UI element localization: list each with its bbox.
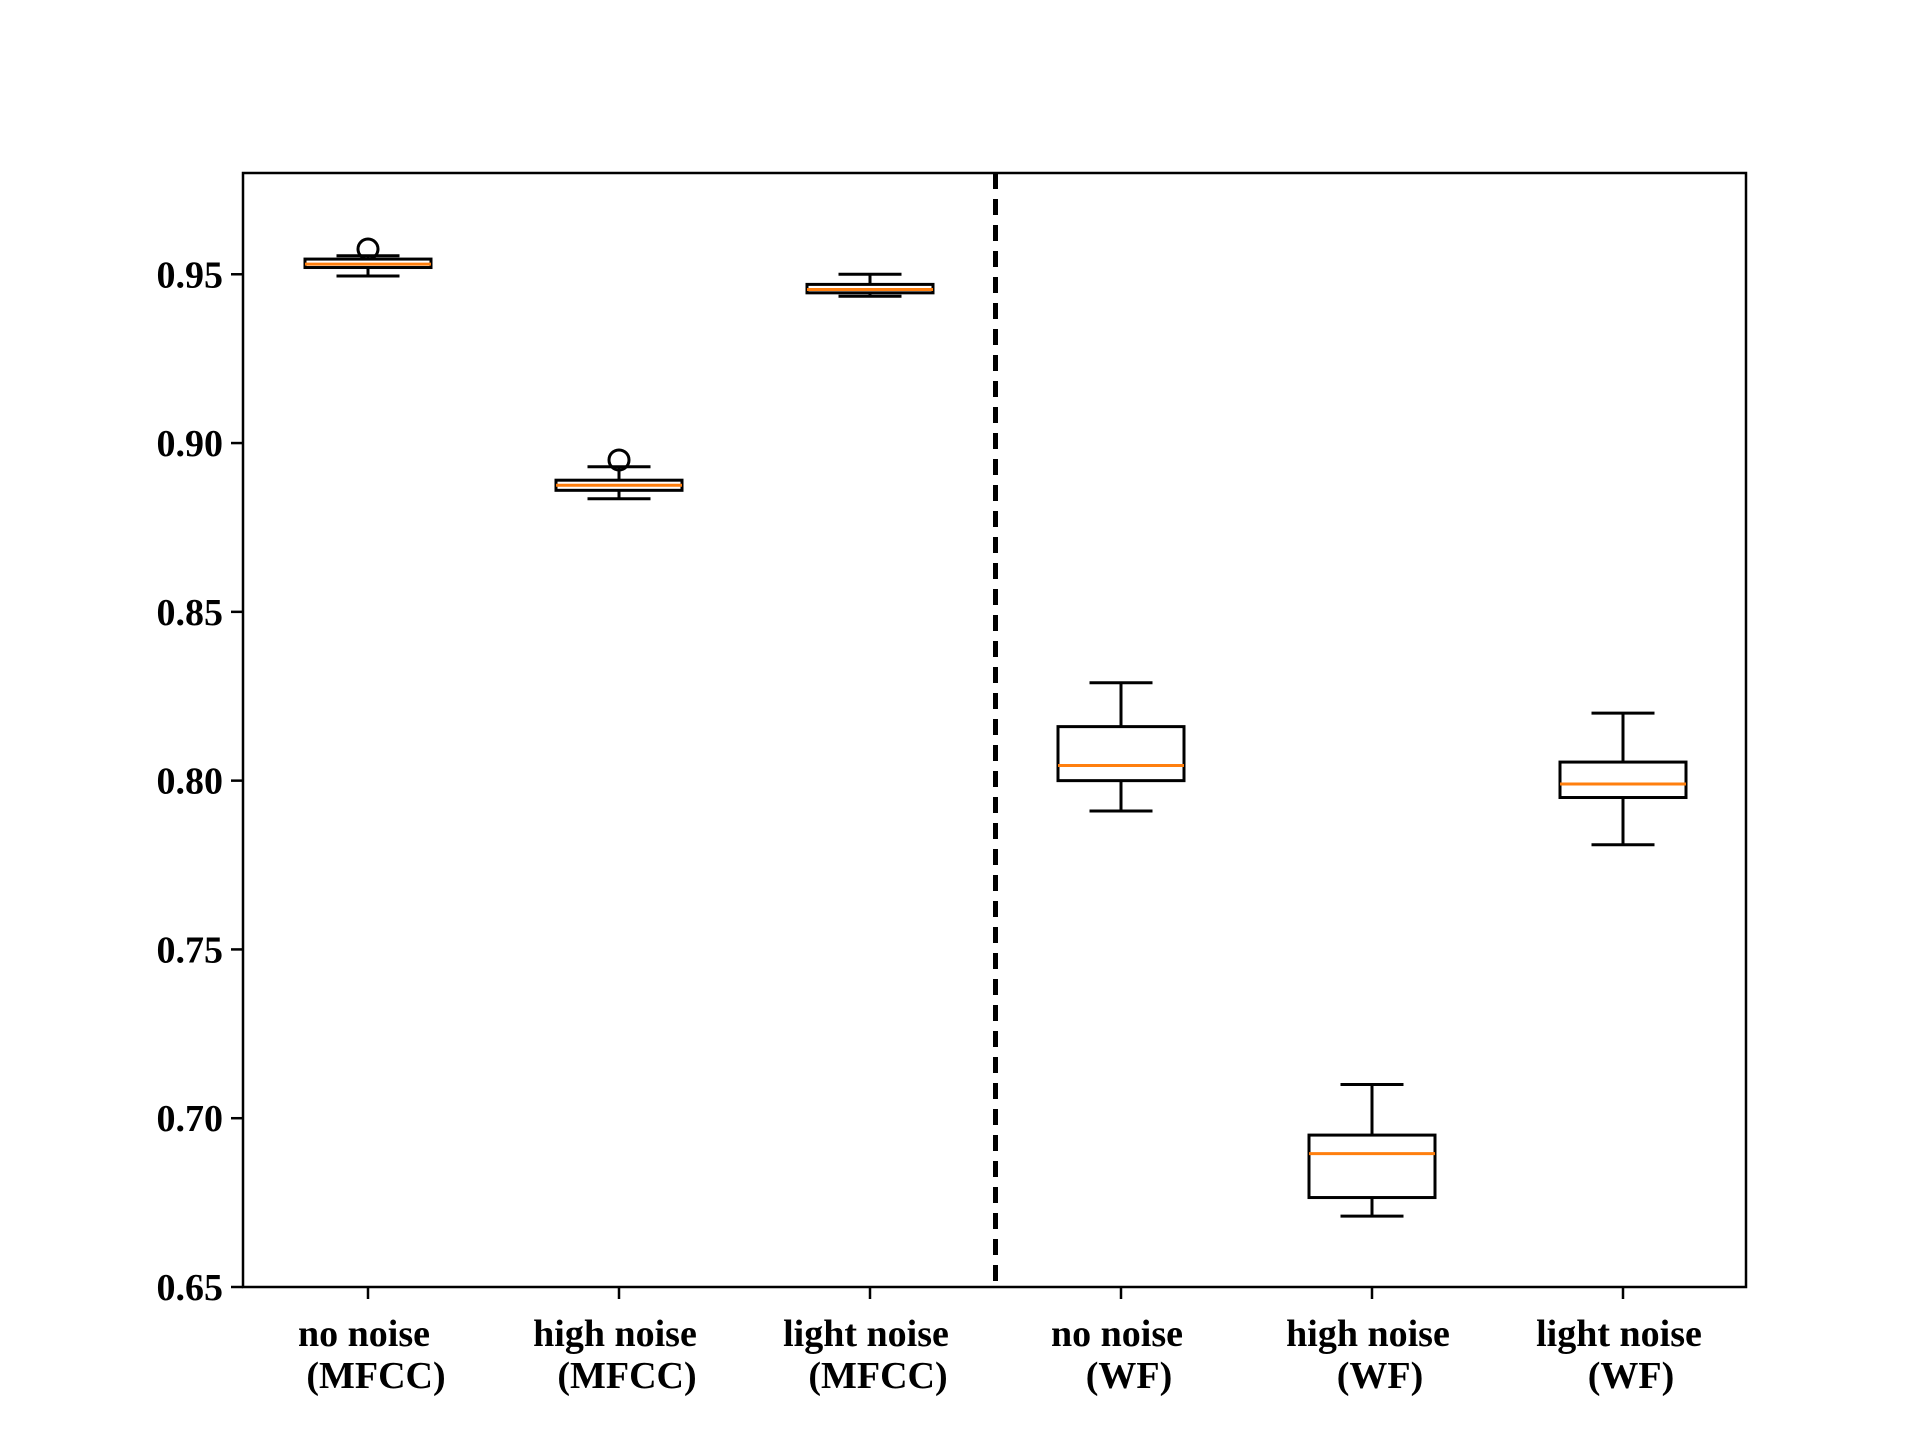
box-2 [554, 448, 684, 501]
x-tick-label-sub: (WF) [1337, 1355, 1424, 1397]
outlier-point [356, 237, 380, 261]
box-iqr [1056, 725, 1186, 783]
box-4 [1056, 681, 1186, 813]
x-tick-label: no noise [1051, 1313, 1183, 1355]
box-5 [1307, 1082, 1437, 1218]
x-tick-label-sub: (MFCC) [557, 1355, 696, 1397]
x-tick-label-sub: (MFCC) [306, 1355, 445, 1397]
y-tick-label: 0.70 [157, 1098, 224, 1140]
box-3 [805, 272, 935, 298]
y-tick-label: 0.65 [157, 1267, 224, 1309]
plot-marks [303, 173, 1688, 1287]
x-tick-label: light noise [783, 1313, 949, 1355]
x-tick-label-sub: (WF) [1086, 1355, 1173, 1397]
x-tick-label-sub: (WF) [1588, 1355, 1675, 1397]
box-6 [1558, 711, 1688, 847]
y-axis: 0.65 0.70 0.75 0.80 0.85 0.90 0.95 [157, 254, 243, 1309]
x-axis: no noise(MFCC)high noise(MFCC)light nois… [298, 1287, 1702, 1397]
outlier-point [607, 448, 631, 472]
x-tick-label: high noise [533, 1313, 697, 1355]
box-1 [303, 237, 433, 278]
x-tick-label: no noise [298, 1313, 430, 1355]
y-tick-label: 0.95 [157, 254, 224, 296]
plot-frame [241, 171, 1748, 1289]
y-tick-label: 0.90 [157, 423, 224, 465]
y-tick-label: 0.75 [157, 929, 224, 971]
x-tick-label: high noise [1286, 1313, 1450, 1355]
y-tick-label: 0.80 [157, 761, 224, 803]
box-iqr [1307, 1133, 1437, 1200]
box-iqr [1558, 760, 1688, 800]
y-tick-label: 0.85 [157, 592, 224, 634]
x-tick-label-sub: (MFCC) [808, 1355, 947, 1397]
x-tick-label: light noise [1536, 1313, 1702, 1355]
